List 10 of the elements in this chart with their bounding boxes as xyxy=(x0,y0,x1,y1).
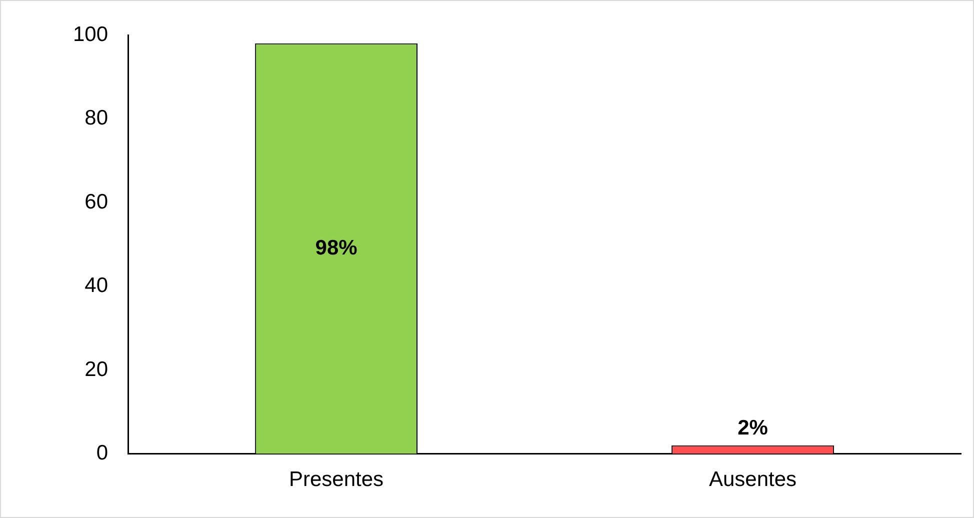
data-label: 2% xyxy=(738,416,768,440)
y-tick-label: 0 xyxy=(96,442,108,465)
x-tick-label: Presentes xyxy=(288,468,384,492)
y-tick-label: 100 xyxy=(72,22,108,46)
y-tick-label: 80 xyxy=(84,106,108,130)
y-tick-label: 60 xyxy=(84,190,108,214)
y-tick-label: 40 xyxy=(84,274,108,298)
y-tick-label: 20 xyxy=(84,358,108,381)
data-label: 98% xyxy=(315,236,358,260)
x-tick-label: Ausentes xyxy=(708,468,797,492)
